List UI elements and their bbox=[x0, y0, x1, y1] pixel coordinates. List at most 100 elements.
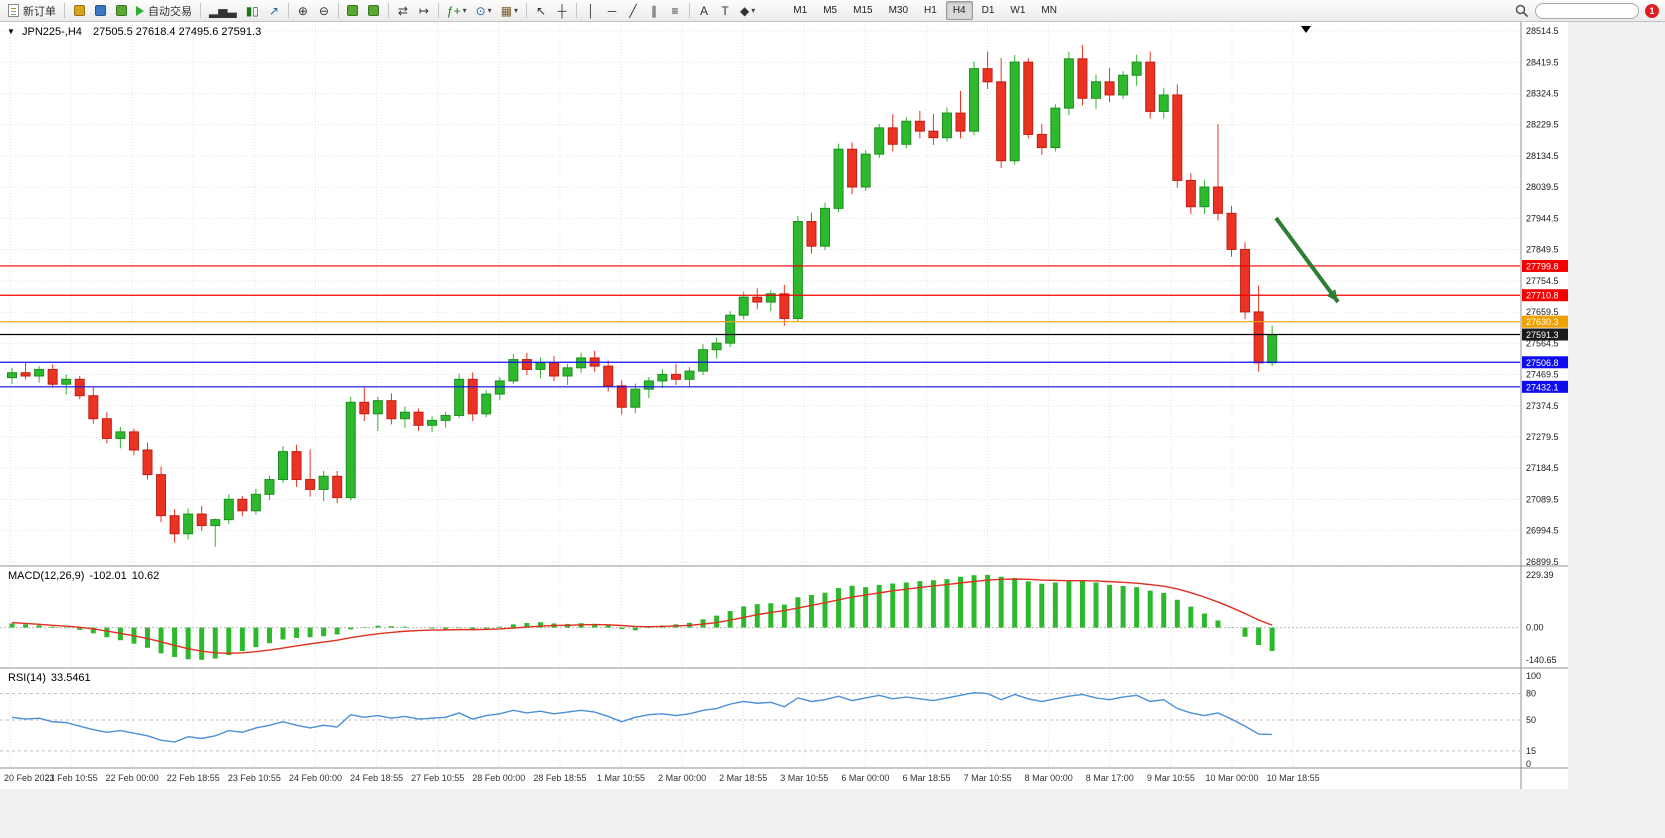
svg-text:27374.5: 27374.5 bbox=[1526, 401, 1559, 411]
cursor-icon[interactable]: ↖ bbox=[531, 1, 551, 21]
templates-icon[interactable]: ▦ ▾ bbox=[497, 1, 522, 21]
auto-scroll-icon[interactable]: ⇄ bbox=[393, 1, 413, 21]
chart-canvas[interactable]: 28514.5 28419.5 28324.5 28229.5 28134.5 28039… bbox=[0, 22, 1568, 789]
svg-text:27849.5: 27849.5 bbox=[1526, 245, 1559, 255]
svg-text:28229.5: 28229.5 bbox=[1526, 120, 1559, 130]
toolbar-separator bbox=[200, 3, 201, 18]
svg-text:0.00: 0.00 bbox=[1526, 623, 1544, 633]
macd-value: -102.01 bbox=[89, 570, 127, 582]
candlestick-chart-icon[interactable]: ▮▯ bbox=[242, 1, 263, 21]
macd-label: MACD(12,26,9) -102.01 10.62 bbox=[8, 570, 159, 582]
svg-text:27432.1: 27432.1 bbox=[1526, 382, 1559, 392]
chart-shift-icon[interactable]: ↦ bbox=[414, 1, 434, 21]
timeframe-h1-button[interactable]: H1 bbox=[924, 5, 937, 16]
svg-text:28514.5: 28514.5 bbox=[1526, 26, 1559, 36]
vertical-line-icon[interactable]: │ bbox=[581, 1, 601, 21]
text-icon[interactable]: A bbox=[694, 1, 714, 21]
svg-text:28134.5: 28134.5 bbox=[1526, 151, 1559, 161]
svg-text:22 Feb 18:55: 22 Feb 18:55 bbox=[167, 773, 220, 783]
price-line-badges: 27799.8 27710.8 27630.3 27591.3 27506.8 27432… bbox=[1522, 259, 1568, 393]
timeframe-h4-button[interactable]: H4 bbox=[945, 1, 973, 20]
svg-text:27184.5: 27184.5 bbox=[1526, 463, 1559, 473]
svg-text:8 Mar 17:00: 8 Mar 17:00 bbox=[1086, 773, 1134, 783]
symbol-dropdown-icon[interactable]: ▼ bbox=[7, 27, 15, 36]
zoom-out-icon[interactable]: ⊖ bbox=[314, 1, 334, 21]
svg-text:6 Mar 18:55: 6 Mar 18:55 bbox=[902, 773, 950, 783]
timeframe-w1-button[interactable]: W1 bbox=[1010, 5, 1026, 16]
chart-shift-marker[interactable] bbox=[1301, 26, 1311, 33]
crosshair-icon: ┼ bbox=[557, 3, 567, 18]
toolbar-search-input[interactable] bbox=[1535, 3, 1639, 19]
vertical-line-icon: │ bbox=[587, 3, 595, 18]
new-chart-icon[interactable] bbox=[343, 1, 363, 21]
macd-name: MACD(12,26,9) bbox=[8, 570, 85, 582]
periods-icon[interactable]: ⊙ ▾ bbox=[472, 1, 496, 21]
shapes-icon-caret: ▾ bbox=[751, 6, 756, 15]
navigator-icon bbox=[115, 5, 127, 16]
timeframe-d1-button[interactable]: D1 bbox=[981, 5, 995, 16]
line-chart-icon[interactable]: ↗ bbox=[264, 1, 284, 21]
timeframe-m1-button[interactable]: M1 bbox=[793, 5, 808, 16]
svg-text:27799.8: 27799.8 bbox=[1526, 261, 1559, 271]
timeframe-m15-button[interactable]: M15 bbox=[853, 5, 873, 16]
price-axis[interactable]: 28514.5 28419.5 28324.5 28229.5 28134.5 28039… bbox=[1526, 26, 1559, 769]
horizontal-line-icon: ─ bbox=[607, 3, 617, 18]
channel-icon[interactable]: ∥ bbox=[644, 1, 664, 21]
trend-arrow[interactable] bbox=[1274, 216, 1340, 304]
notification-badge[interactable]: 1 bbox=[1645, 4, 1659, 18]
svg-text:27944.5: 27944.5 bbox=[1526, 213, 1559, 223]
market-watch-icon[interactable] bbox=[69, 1, 89, 21]
indicators-icon-caret: ▾ bbox=[462, 6, 467, 15]
candlestick-chart-icon: ▮▯ bbox=[245, 3, 259, 18]
horizontal-line-objects[interactable] bbox=[0, 265, 1520, 388]
zoom-in-icon[interactable]: ⊕ bbox=[293, 1, 313, 21]
rsi-label: RSI(14) 33.5461 bbox=[8, 672, 91, 684]
svg-text:24 Feb 18:55: 24 Feb 18:55 bbox=[350, 773, 403, 783]
svg-text:28419.5: 28419.5 bbox=[1526, 57, 1559, 67]
bar-chart-icon: ▂▅▃ bbox=[209, 3, 237, 18]
bar-chart-icon[interactable]: ▂▅▃ bbox=[205, 1, 241, 21]
data-window-icon[interactable] bbox=[90, 1, 110, 21]
svg-text:10 Mar 18:55: 10 Mar 18:55 bbox=[1267, 773, 1320, 783]
shapes-icon[interactable]: ◆ ▾ bbox=[736, 1, 759, 21]
svg-text:50: 50 bbox=[1526, 715, 1536, 725]
svg-text:27 Feb 10:55: 27 Feb 10:55 bbox=[411, 773, 464, 783]
autotrade-button[interactable]: 自动交易 bbox=[132, 1, 196, 21]
timeframe-m5-button[interactable]: M5 bbox=[823, 5, 838, 16]
navigator-icon[interactable] bbox=[111, 1, 131, 21]
svg-text:1 Mar 10:55: 1 Mar 10:55 bbox=[597, 773, 645, 783]
svg-text:27469.5: 27469.5 bbox=[1526, 370, 1559, 380]
search-icon[interactable] bbox=[1515, 4, 1529, 18]
fibonacci-icon[interactable]: ≡ bbox=[665, 1, 685, 21]
svg-text:21 Feb 10:55: 21 Feb 10:55 bbox=[45, 773, 98, 783]
toolbar-separator bbox=[526, 3, 528, 18]
chart-grid bbox=[0, 22, 1520, 768]
templates-icon: ▦ bbox=[500, 3, 513, 18]
horizontal-line-icon[interactable]: ─ bbox=[602, 1, 622, 21]
macd-signal-line bbox=[11, 578, 1273, 654]
new-order-button[interactable]: 新订单 bbox=[4, 1, 60, 21]
channel-icon: ∥ bbox=[651, 3, 658, 18]
svg-text:6 Mar 00:00: 6 Mar 00:00 bbox=[841, 773, 889, 783]
toolbar-separator bbox=[576, 3, 578, 18]
toolbar-separator bbox=[64, 3, 65, 18]
indicators-icon[interactable]: ƒ+ ▾ bbox=[443, 1, 471, 21]
tile-windows-icon[interactable] bbox=[364, 1, 384, 21]
svg-text:28324.5: 28324.5 bbox=[1526, 88, 1559, 98]
toolbar-separator bbox=[337, 3, 339, 18]
svg-text:7 Mar 10:55: 7 Mar 10:55 bbox=[964, 773, 1012, 783]
new-order-icon bbox=[8, 4, 19, 17]
rsi-value: 33.5461 bbox=[50, 672, 91, 684]
timeframe-mn-button[interactable]: MN bbox=[1041, 5, 1057, 16]
crosshair-icon[interactable]: ┼ bbox=[552, 1, 572, 21]
svg-text:80: 80 bbox=[1526, 689, 1536, 699]
trendline-icon: ╱ bbox=[629, 3, 637, 18]
trendline-icon[interactable]: ╱ bbox=[623, 1, 643, 21]
svg-text:-140.65: -140.65 bbox=[1526, 655, 1557, 665]
label-icon[interactable]: T bbox=[715, 1, 735, 21]
toolbar-separator bbox=[387, 3, 389, 18]
main-toolbar: 新订单 自动交易 ▂▅▃ ▮▯ ↗ ⊕ ⊖ ⇄ ↦ ƒ+ ▾ ⊙ ▾ ▦ ▾ ↖ ┼ │ ─ ╱ ∥ ≡ A T ◆ ▾ M1 M… bbox=[0, 0, 1665, 22]
rsi-name: RSI(14) bbox=[8, 672, 46, 684]
timeframe-m30-button[interactable]: M30 bbox=[888, 5, 909, 16]
